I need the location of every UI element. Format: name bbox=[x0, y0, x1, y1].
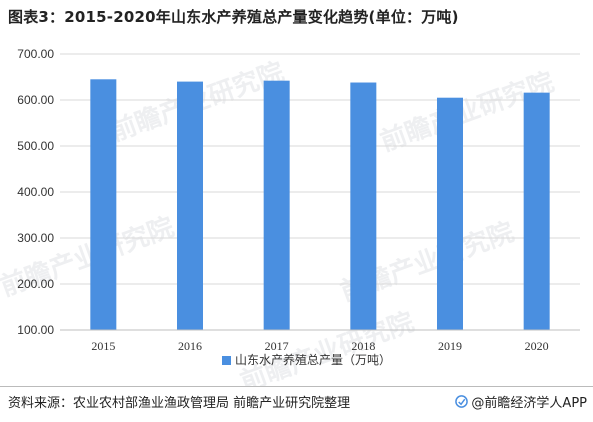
bar-2017 bbox=[263, 80, 290, 331]
y-tick-label: 500.00 bbox=[17, 139, 54, 153]
chart-title: 图表3：2015-2020年山东水产养殖总产量变化趋势(单位：万吨) bbox=[8, 8, 459, 26]
brand-logo-icon bbox=[455, 395, 469, 408]
y-tick-label: 200.00 bbox=[17, 277, 54, 291]
bar-2020 bbox=[523, 92, 550, 330]
x-tick-label: 2015 bbox=[91, 339, 115, 353]
footer-divider bbox=[0, 386, 593, 387]
legend: 山东水产养殖总产量（万吨） bbox=[222, 352, 391, 367]
x-tick-label: 2018 bbox=[351, 339, 375, 353]
bar-2016 bbox=[177, 81, 203, 330]
x-tick-label: 2016 bbox=[178, 339, 202, 353]
y-tick-label: 700.00 bbox=[17, 47, 54, 61]
bar-chart: 前瞻产业研究院前瞻产业研究院前瞻产业研究院前瞻产业研究院前瞻产业研究院 100.… bbox=[0, 47, 580, 386]
x-tick-label: 2017 bbox=[265, 339, 289, 353]
bars bbox=[90, 79, 550, 331]
y-tick-label: 400.00 bbox=[17, 185, 54, 199]
legend-swatch bbox=[222, 356, 231, 365]
y-tick-label: 300.00 bbox=[17, 231, 54, 245]
x-axis: 2015 2016 2017 2018 2019 2020 bbox=[60, 329, 580, 353]
gridlines bbox=[60, 53, 580, 285]
y-tick-label: 600.00 bbox=[17, 93, 54, 107]
brand-credit: @前瞻经济学人APP bbox=[455, 392, 587, 411]
x-tick-label: 2020 bbox=[525, 339, 549, 353]
source-note: 资料来源：农业农村部渔业渔政管理局 前瞻产业研究院整理 bbox=[8, 396, 351, 411]
y-tick-label: 100.00 bbox=[17, 323, 54, 337]
legend-label: 山东水产养殖总产量（万吨） bbox=[235, 352, 391, 367]
y-axis-ticks: 100.00 200.00 300.00 400.00 500.00 600.00 700.… bbox=[17, 47, 54, 337]
x-tick-label: 2019 bbox=[438, 339, 462, 353]
bar-2018 bbox=[350, 82, 377, 331]
bar-2019 bbox=[437, 97, 463, 330]
watermark-text: 前瞻产业研究院 bbox=[236, 306, 418, 386]
bar-2015 bbox=[90, 79, 117, 330]
brand-label: @前瞻经济学人APP bbox=[471, 396, 587, 411]
